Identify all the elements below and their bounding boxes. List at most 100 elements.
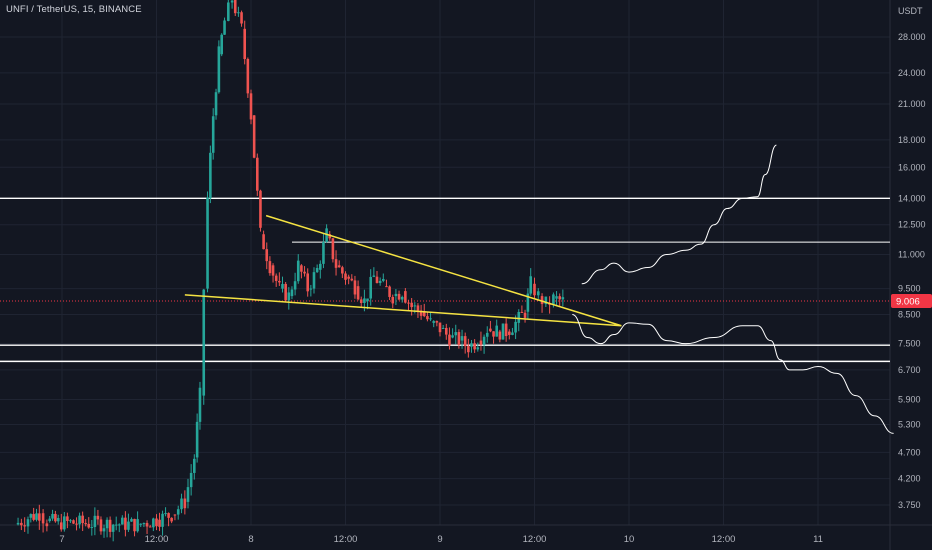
candle-body bbox=[312, 272, 316, 289]
x-tick-label: 11 bbox=[813, 534, 823, 545]
candle-body bbox=[328, 234, 332, 239]
candle-body bbox=[344, 273, 347, 280]
y-tick-label: 11.000 bbox=[898, 249, 925, 259]
candle-body bbox=[337, 265, 341, 268]
candle-body bbox=[482, 336, 486, 345]
candle-body bbox=[296, 260, 300, 282]
candle-body bbox=[334, 259, 338, 268]
candle-body bbox=[375, 276, 379, 283]
candle-body bbox=[319, 263, 322, 270]
candle-body bbox=[38, 513, 41, 521]
y-tick-label: 5.300 bbox=[898, 419, 921, 429]
candle-body bbox=[410, 302, 413, 308]
candle-body bbox=[117, 524, 121, 526]
bullish-projection-path bbox=[581, 144, 777, 285]
candle-body bbox=[56, 517, 60, 522]
y-tick-label: 21.000 bbox=[898, 99, 926, 109]
candle-body bbox=[59, 522, 63, 530]
candle-body bbox=[87, 523, 91, 528]
candle-body bbox=[29, 514, 33, 518]
candle-body bbox=[548, 303, 551, 305]
candle-body bbox=[476, 347, 480, 350]
candle-body bbox=[152, 518, 155, 528]
y-tick-label: 18.000 bbox=[898, 135, 926, 145]
candle-body bbox=[460, 336, 464, 341]
candle-body bbox=[180, 498, 183, 510]
candle-body bbox=[385, 286, 388, 288]
candle-body bbox=[451, 335, 454, 338]
candle-body bbox=[211, 116, 215, 153]
candle-body bbox=[158, 519, 161, 527]
candle-body bbox=[501, 323, 505, 340]
candle-body bbox=[448, 334, 451, 346]
y-tick-label: 9.500 bbox=[898, 284, 921, 294]
candle-body bbox=[445, 327, 448, 335]
candle-body bbox=[259, 190, 262, 228]
last-price-label: 9.006 bbox=[896, 297, 920, 308]
candle-body bbox=[435, 321, 439, 323]
candle-body bbox=[278, 280, 281, 283]
candle-body bbox=[473, 343, 476, 350]
candle-body bbox=[217, 46, 221, 93]
y-tick-label: 5.900 bbox=[898, 395, 921, 405]
candle-body bbox=[105, 519, 109, 529]
candle-body bbox=[214, 92, 218, 116]
candle-body bbox=[84, 523, 87, 525]
candle-body bbox=[520, 311, 524, 313]
candle-body bbox=[268, 261, 272, 274]
candle-body bbox=[133, 518, 136, 532]
candle-body bbox=[195, 421, 199, 458]
candle-body bbox=[369, 276, 372, 299]
candle-body bbox=[555, 296, 558, 299]
candle-body bbox=[148, 526, 152, 528]
candle-body bbox=[81, 515, 84, 524]
candle-body bbox=[114, 524, 118, 526]
candle-body bbox=[69, 520, 72, 522]
candle-body bbox=[63, 516, 66, 530]
candle-body bbox=[186, 487, 190, 502]
candle-body bbox=[237, 12, 240, 14]
candle-body bbox=[249, 93, 253, 120]
y-tick-label: 7.500 bbox=[898, 339, 921, 349]
candle-body bbox=[48, 518, 52, 522]
candle-body bbox=[467, 346, 470, 353]
candle-body bbox=[325, 228, 328, 242]
candle-body bbox=[463, 336, 467, 347]
candle-body bbox=[20, 522, 23, 526]
candle-body bbox=[220, 34, 224, 55]
candle-body bbox=[139, 523, 143, 525]
candle-body bbox=[397, 293, 401, 300]
candle-body bbox=[495, 325, 498, 337]
candle-body bbox=[470, 343, 473, 347]
candle-body bbox=[561, 297, 565, 300]
x-tick-label: 12:00 bbox=[712, 534, 736, 545]
candle-body bbox=[432, 321, 435, 323]
candle-body bbox=[526, 293, 530, 312]
candle-body bbox=[161, 513, 164, 527]
candle-body bbox=[176, 509, 180, 515]
candle-body bbox=[32, 514, 35, 520]
candle-body bbox=[407, 302, 410, 304]
candle-body bbox=[511, 332, 514, 335]
candle-body bbox=[353, 280, 357, 295]
candle-body bbox=[183, 498, 187, 509]
candle-body bbox=[274, 275, 278, 281]
candle-body bbox=[111, 524, 115, 532]
candle-body bbox=[256, 157, 259, 191]
candle-body bbox=[454, 332, 458, 336]
candle-body bbox=[227, 2, 230, 21]
candle-body bbox=[223, 20, 226, 35]
x-tick-label: 8 bbox=[248, 534, 253, 545]
candle-body bbox=[363, 298, 366, 304]
candle-body bbox=[366, 298, 369, 302]
bearish-projection-path bbox=[572, 314, 894, 434]
candle-body bbox=[130, 518, 133, 522]
x-tick-label: 7 bbox=[59, 534, 64, 545]
candle-body bbox=[438, 322, 442, 333]
y-tick-label: 6.700 bbox=[898, 365, 921, 375]
candle-body bbox=[457, 332, 461, 346]
candle-body bbox=[189, 472, 193, 488]
candle-body bbox=[341, 267, 344, 274]
